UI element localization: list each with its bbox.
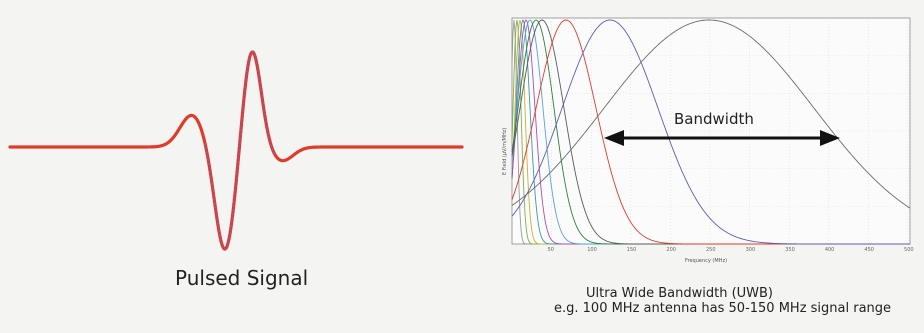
chart-x-tick-label: 100 bbox=[587, 247, 597, 253]
uwb-caption-example: e.g. 100 MHz antenna has 50-150 MHz sign… bbox=[554, 301, 892, 316]
chart-y-axis-label: E Field (µV/m/MHz) bbox=[502, 128, 508, 175]
pulse-overlay-line bbox=[204, 51, 276, 250]
bandwidth-arrow bbox=[604, 130, 840, 146]
uwb-caption-title: Ultra Wide Bandwidth (UWB) bbox=[586, 286, 774, 301]
chart-x-tick-label: 200 bbox=[666, 247, 676, 253]
chart-x-axis-label: Frequency (MHz) bbox=[685, 258, 727, 264]
pulsed-signal-panel: Pulsed Signal bbox=[8, 50, 464, 290]
chart-x-tick-label: 250 bbox=[706, 247, 716, 253]
chart-x-tick-label: 50 bbox=[548, 247, 554, 253]
bandwidth-arrow-head-left bbox=[604, 130, 624, 146]
pulse-waveform bbox=[8, 50, 464, 251]
chart-x-tick-label: 450 bbox=[864, 247, 874, 253]
chart-x-ticks: 50 100 150 200 250 300 350 400 450 500 bbox=[548, 247, 914, 253]
chart-x-tick-label: 500 bbox=[904, 247, 914, 253]
spectrum-curve bbox=[511, 19, 911, 209]
chart-x-tick-label: 350 bbox=[785, 247, 795, 253]
pulse-signal-line bbox=[8, 50, 464, 251]
chart-gridlines bbox=[512, 18, 910, 244]
spectrum-curve bbox=[511, 19, 910, 245]
chart-x-tick-label: 150 bbox=[627, 247, 637, 253]
spectrum-curves bbox=[511, 18, 911, 245]
bandwidth-label: Bandwidth bbox=[674, 110, 754, 128]
uwb-spectrum-chart: 50 100 150 200 250 300 350 400 450 500 Frequency … bbox=[502, 17, 914, 264]
pulsed-signal-caption: Pulsed Signal bbox=[175, 266, 309, 290]
chart-x-tick-label: 300 bbox=[746, 247, 756, 253]
chart-x-tick-label: 400 bbox=[825, 247, 835, 253]
uwb-panel: 50 100 150 200 250 300 350 400 450 500 Frequency … bbox=[470, 0, 924, 333]
bandwidth-arrow-head-right bbox=[820, 130, 840, 146]
